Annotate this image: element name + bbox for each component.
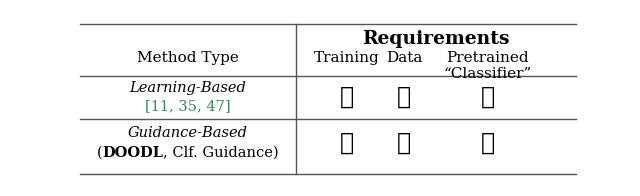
- Text: Data: Data: [386, 51, 422, 65]
- Text: Learning-Based: Learning-Based: [129, 81, 246, 95]
- Text: Method Type: Method Type: [137, 51, 239, 65]
- Text: DOODL: DOODL: [102, 146, 163, 160]
- Text: (: (: [97, 146, 102, 160]
- Text: , Clf. Guidance): , Clf. Guidance): [163, 146, 279, 160]
- Text: ✓: ✓: [481, 132, 495, 155]
- Text: ✓: ✓: [397, 86, 411, 109]
- Text: ✗: ✗: [397, 132, 411, 155]
- Text: ✓: ✓: [340, 86, 354, 109]
- Text: [11, 35, 47]: [11, 35, 47]: [145, 99, 230, 113]
- Text: ✗: ✗: [340, 132, 354, 155]
- Text: Pretrained
“Classifier”: Pretrained “Classifier”: [444, 51, 532, 81]
- Text: Requirements: Requirements: [362, 30, 510, 48]
- Text: ✗: ✗: [481, 86, 495, 109]
- Text: Guidance-Based: Guidance-Based: [127, 126, 248, 140]
- Text: Training: Training: [314, 51, 380, 65]
